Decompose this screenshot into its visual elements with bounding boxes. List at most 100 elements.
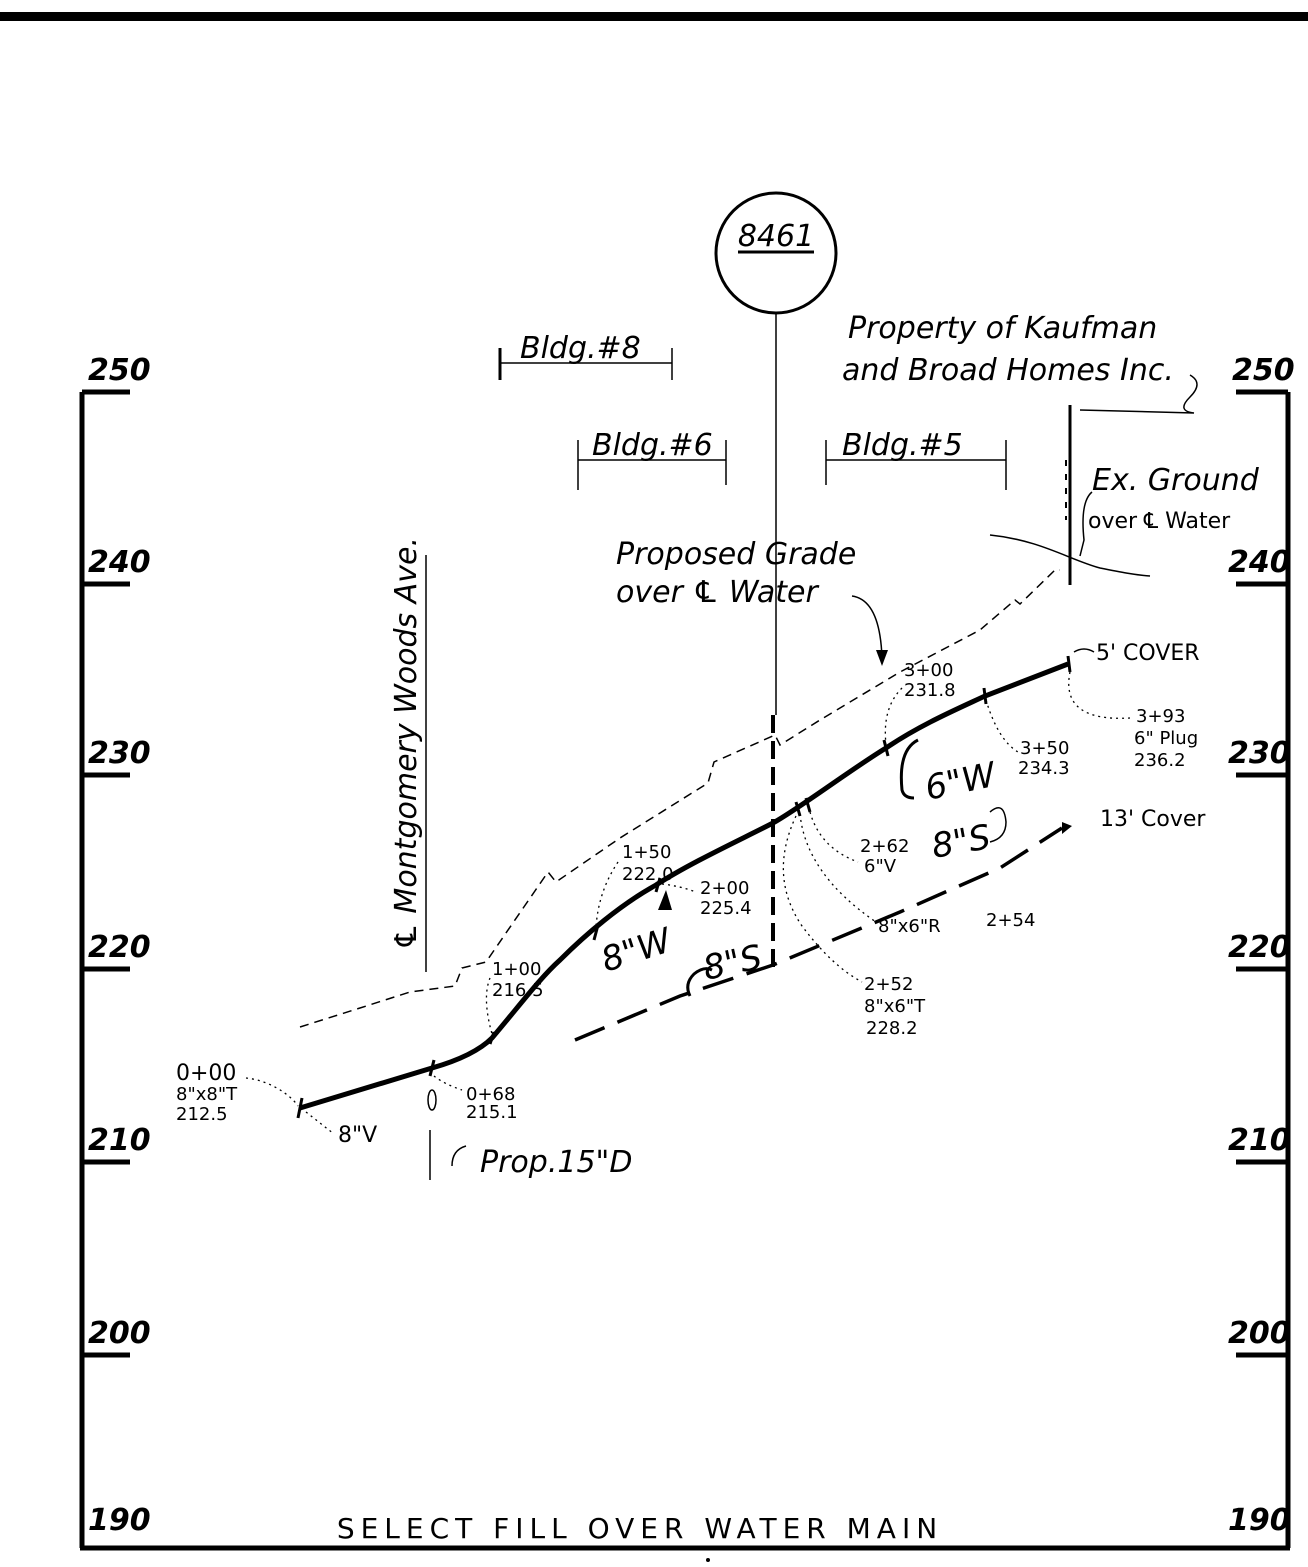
sewer-main-profile <box>574 826 1063 1042</box>
sta-0-00-elev: 212.5 <box>176 1104 228 1125</box>
station-3-00: 3+00 231.8 <box>884 660 956 745</box>
right-elev-label: 250 <box>1232 353 1295 388</box>
left-elevation-axis: 250 240 230 220 210 200 190 <box>79 353 151 1548</box>
sta-1-00-elev: 216.5 <box>492 980 544 1001</box>
station-2-62: 2+62 6"V <box>809 811 909 877</box>
station-3-50: 3+50 234.3 <box>985 699 1070 779</box>
sta-0-68-elev: 215.1 <box>466 1102 518 1123</box>
sewer-right-hook <box>989 807 1007 843</box>
manhole-symbol <box>427 1089 437 1111</box>
right-elev-label: 210 <box>1228 1123 1291 1158</box>
station-3-93: 3+93 6" Plug 236.2 <box>1068 671 1198 771</box>
bldg5-label: Bldg.#5 <box>842 428 963 463</box>
sta-0-68-leader <box>433 1075 463 1091</box>
sta-2-62-fitting: 6"V <box>864 856 897 877</box>
station-2-54: 8"x6"R 2+54 <box>799 813 1035 937</box>
building-8-bracket: Bldg.#8 <box>498 331 673 380</box>
sta-2-62-leader <box>809 811 859 863</box>
sta-2-00-station: 2+00 <box>700 878 749 899</box>
sta-1-50-station: 1+50 <box>622 842 671 863</box>
existing-ground-line1: Ex. Ground <box>1092 463 1260 498</box>
left-elev-label: 190 <box>88 1503 151 1538</box>
sta-3-93-station: 3+93 <box>1136 706 1185 727</box>
proposed-grade-profile <box>299 569 1060 1028</box>
water-6-hook <box>899 738 919 800</box>
right-elev-label: 240 <box>1228 545 1291 580</box>
sta-1-50-elev: 222.0 <box>622 864 674 885</box>
left-elev-label: 200 <box>88 1316 151 1351</box>
water-8-arrow <box>658 890 672 910</box>
sheet-number: 8461 <box>738 219 814 254</box>
proposed-grade-leader <box>851 595 883 659</box>
sheet-number-bubble: 8461 <box>714 191 838 315</box>
sta-2-52-fitting: 8"x6"T <box>864 996 926 1017</box>
sta-0-00-leader <box>245 1077 299 1107</box>
right-elevation-axis: 250 240 230 220 210 200 190 <box>1228 353 1295 1548</box>
sta-3-00-station: 3+00 <box>904 660 953 681</box>
sta-3-00-leader <box>884 687 903 745</box>
station-tick <box>794 801 802 817</box>
proposed-grade-line2: over ℄ Water <box>616 575 819 610</box>
right-elev-label: 200 <box>1228 1316 1291 1351</box>
prop-drain: Prop.15"D <box>429 1130 632 1180</box>
station-tick <box>804 797 812 813</box>
prop-drain-hook <box>451 1145 467 1167</box>
cover-top-hook <box>1073 648 1095 653</box>
pipe-label-water-8: 8"W <box>596 920 677 980</box>
right-elev-label: 190 <box>1228 1503 1291 1538</box>
sta-2-54-fitting: 8"x6"R <box>878 916 941 937</box>
left-elev-label: 220 <box>88 930 151 965</box>
prop-drain-label: Prop.15"D <box>480 1145 632 1180</box>
sewer-left-hook <box>686 967 713 997</box>
proposed-grade-line1: Proposed Grade <box>616 537 856 572</box>
station-tick <box>1066 655 1072 673</box>
right-elev-label: 230 <box>1228 736 1291 771</box>
station-tick <box>882 739 890 757</box>
station-2-00: 2+00 225.4 <box>661 878 752 919</box>
pipe-label-water-6: 6"W <box>922 755 1001 809</box>
sta-3-93-leader <box>1068 671 1131 719</box>
bldg6-label: Bldg.#6 <box>592 428 713 463</box>
station-tick <box>982 687 988 705</box>
sta-3-50-elev: 234.3 <box>1018 758 1070 779</box>
valve-8-leader <box>305 1111 335 1135</box>
proposed-grade-arrow <box>876 650 888 666</box>
station-tick <box>592 924 600 941</box>
top-border <box>0 12 1308 21</box>
property-note-line1: Property of Kaufman <box>848 311 1157 346</box>
station-0-68: 0+68 215.1 <box>427 1075 518 1123</box>
cover-label-top: 5' COVER <box>1096 641 1200 666</box>
cover-label-sewer: 13' Cover <box>1100 807 1206 832</box>
sewer-arrow <box>1062 822 1072 834</box>
stray-dot <box>706 1558 710 1562</box>
valve-8: 8"V <box>305 1111 377 1148</box>
sta-1-50-leader <box>595 861 619 929</box>
property-leader <box>1079 374 1198 414</box>
sta-3-50-leader <box>985 699 1019 753</box>
sta-2-54-leader <box>799 813 877 923</box>
bldg8-label: Bldg.#8 <box>520 331 641 366</box>
station-tick <box>296 1097 304 1119</box>
station-tick <box>654 877 662 893</box>
street-centerline: ℄ Montgomery Woods Ave. <box>389 537 427 972</box>
sta-3-93-elev: 236.2 <box>1134 750 1186 771</box>
left-elev-label: 240 <box>88 545 151 580</box>
station-1-50: 1+50 222.0 <box>595 842 674 929</box>
valve-8-label: 8"V <box>338 1123 377 1148</box>
left-elev-label: 250 <box>88 353 151 388</box>
sta-2-52-leader <box>782 815 863 983</box>
building-6-bracket: Bldg.#6 <box>577 428 727 490</box>
sta-2-52-station: 2+52 <box>864 974 913 995</box>
sta-2-00-elev: 225.4 <box>700 898 752 919</box>
right-elev-label: 220 <box>1228 930 1291 965</box>
existing-ground-line <box>989 534 1151 577</box>
property-note-line2: and Broad Homes Inc. <box>842 353 1174 388</box>
street-label: ℄ Montgomery Woods Ave. <box>389 537 424 950</box>
station-2-52: 2+52 8"x6"T 228.2 <box>782 815 926 1039</box>
station-0-00: 0+00 8"x8"T 212.5 <box>176 1061 299 1125</box>
sta-3-00-elev: 231.8 <box>904 680 956 701</box>
footer-note: SELECT FILL OVER WATER MAIN <box>337 1512 943 1545</box>
existing-ground-bracket <box>1079 491 1093 557</box>
pipe-label-sewer-right: 8"S <box>929 817 994 867</box>
